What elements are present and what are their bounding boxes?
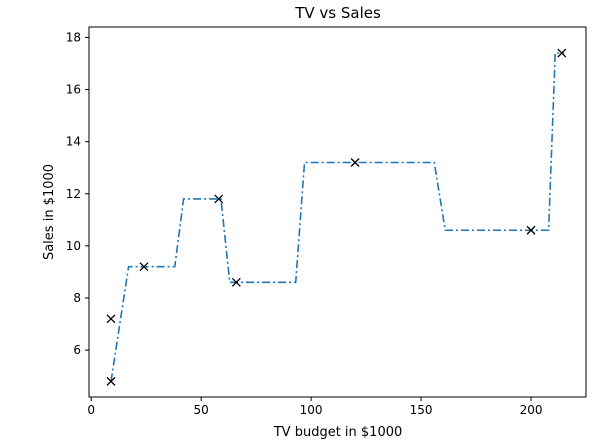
y-tick-label: 8 [73, 291, 81, 305]
x-axis-label: TV budget in $1000 [273, 425, 403, 440]
y-tick-label: 6 [73, 343, 81, 357]
data-point-marker [106, 314, 116, 324]
chart-title: TV vs Sales [294, 4, 381, 22]
x-tick-label: 50 [194, 403, 209, 417]
data-point-marker [106, 376, 116, 386]
x-axis: 0 50 100 150 200 [87, 397, 542, 417]
y-tick-label: 16 [66, 83, 81, 97]
y-axis: 6 8 10 12 14 16 18 [66, 30, 89, 357]
y-tick-label: 14 [66, 135, 81, 149]
y-axis-label: Sales in $1000 [42, 164, 57, 260]
data-point-marker [350, 158, 360, 167]
x-tick-label: 200 [520, 403, 543, 417]
data-point-marker [557, 48, 567, 58]
chart-marks [106, 48, 567, 386]
x-tick-label: 150 [410, 403, 433, 417]
y-tick-label: 10 [66, 239, 81, 253]
data-point-marker [214, 194, 224, 204]
x-tick-label: 0 [87, 403, 95, 417]
data-point-marker [526, 225, 536, 235]
series-line [110, 52, 565, 382]
data-point-marker [231, 277, 241, 287]
data-point-marker [139, 262, 149, 272]
plot-area [88, 26, 587, 398]
y-tick-label: 18 [66, 30, 81, 44]
x-tick-label: 100 [300, 403, 323, 417]
y-tick-label: 12 [66, 187, 81, 201]
